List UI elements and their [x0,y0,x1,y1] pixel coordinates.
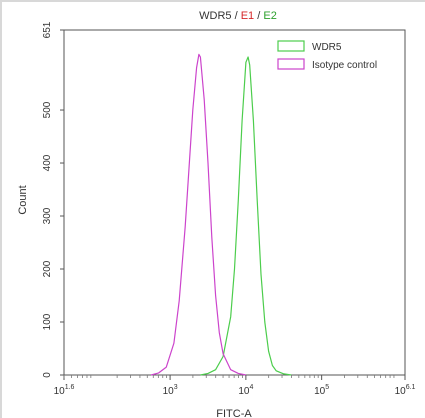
y-tick-label: 300 [42,207,53,224]
x-tick-label: 101.6 [54,384,75,397]
legend-swatch [277,40,305,52]
plot-border [63,29,406,376]
y-tick-label: 651 [42,21,53,38]
legend-label: WDR5 [312,42,342,53]
legend: WDR5 Isotype control [277,40,377,71]
x-tick-label: 105 [314,384,329,397]
title-part: E1 [241,10,254,22]
y-tick-label: 400 [42,154,53,171]
x-tick-label: 103 [163,384,178,397]
title-part: / [254,10,263,22]
legend-label: Isotype control [312,60,377,71]
title-part: / [232,10,241,22]
title-part: WDR5 [199,10,231,22]
x-tick-label: 106.1 [395,384,416,397]
legend-swatch [277,58,305,70]
y-axis: 0 100 200 300 400 500 651 [42,21,64,378]
y-tick-label: 500 [42,101,53,118]
x-tick-label: 104 [238,384,253,397]
series-line-wdr5 [200,56,292,376]
x-axis-label: FITC-A [216,408,252,418]
y-axis-label: Count [17,185,29,214]
y-tick-label: 0 [42,372,53,378]
series-line-isotype-control [150,53,247,376]
y-tick-label: 100 [42,313,53,330]
x-axis: 101.6 103 104 105 106.1 [54,375,416,397]
chart-title: WDR5 / E1 / E2 [199,10,277,22]
plot-area [63,29,406,376]
title-part: E2 [263,10,276,22]
y-tick-label: 200 [42,260,53,277]
